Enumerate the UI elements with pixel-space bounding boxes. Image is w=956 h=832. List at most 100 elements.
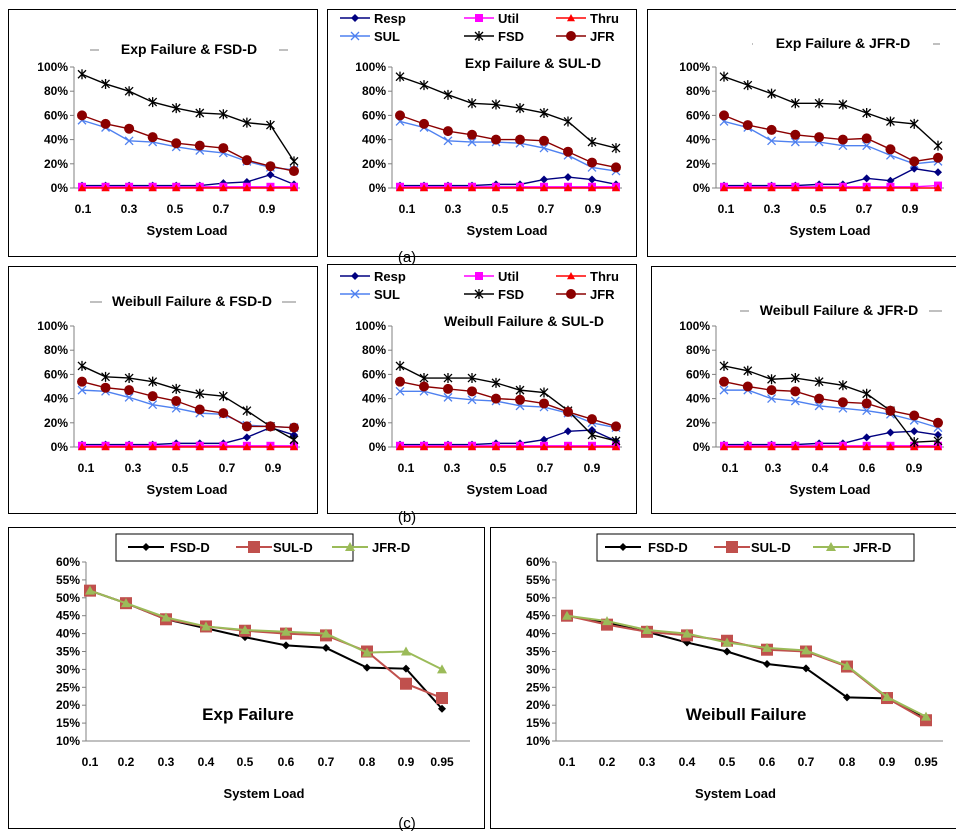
point-jfr-4 [171,138,182,149]
x-tick-label-0-3: 0.3 [125,461,142,475]
point-jfr-3 [790,386,801,397]
series-fsd [395,71,621,154]
point-thru-1 [743,184,752,192]
chart-frame [490,527,956,829]
series-line-fsd [723,365,939,443]
point-jfr-d-4 [240,625,250,635]
point-sul-2 [443,136,453,146]
series-line-jfr [399,114,617,169]
point-jfr-7 [241,421,252,432]
point-thru-2 [767,443,776,451]
point-sul-4 [814,401,824,411]
series-line-fsd [81,73,295,162]
chart-frame [327,264,637,514]
point-fsd-3 [467,98,477,109]
point-thru-5 [195,184,204,192]
series-jfr [395,110,621,173]
point-fsd-d-5 [282,641,290,650]
series-jfr [719,376,943,428]
point-jfr-d-4 [722,637,732,647]
point-resp-7 [564,427,572,436]
x-tick-label-0-7: 0.7 [798,755,815,769]
y-tick-label-60: 60% [362,367,386,381]
x-tick-label-0-1: 0.1 [559,755,576,769]
y-tick-label-40: 40% [362,392,386,406]
y-tick-label-55: 55% [526,573,550,587]
point-fsd-1 [743,365,753,376]
point-sul-2 [767,136,777,146]
point-jfr-0 [395,376,405,387]
point-jfr-4 [814,393,825,404]
point-jfr-4 [814,132,825,143]
title-backdrop [430,53,620,73]
point-jfr-0 [719,376,729,387]
point-thru-3 [468,184,476,192]
point-sul-d-8 [400,677,412,690]
point-jfr-d-6 [801,645,811,655]
y-tick-label-45: 45% [526,609,550,623]
point-sul-d-9 [436,692,448,705]
x-tick-label-0-2: 0.2 [599,755,616,769]
point-jfr-8 [909,410,920,421]
y-tick-label-100: 100% [355,319,386,333]
point-fsd-2 [124,86,134,97]
y-tick-label-20: 20% [362,157,386,171]
point-fsd-7 [242,405,252,416]
point-thru-1 [743,443,752,451]
point-jfr-8 [587,414,597,425]
point-fsd-6 [218,391,228,402]
y-tick-label-10: 10% [56,734,80,748]
point-sul-3 [148,400,158,410]
point-fsd-0 [395,360,405,371]
legend-label-sul-d: SUL-D [273,540,313,555]
x-tick-label-0-5: 0.5 [492,202,509,216]
legend-label-util: Util [498,269,519,284]
point-jfr-1 [742,381,753,392]
x-tick-label-0-9: 0.9 [585,202,602,216]
point-jfr-2 [443,126,453,137]
point-jfr-8 [265,161,276,172]
series-line-fsd [81,365,295,441]
point-jfr-9 [289,422,299,433]
legend-marker-fsd-d [142,543,150,551]
point-fsd-9 [289,156,299,167]
x-tick-label-0-9: 0.9 [398,755,415,769]
y-tick-label-80: 80% [686,343,710,357]
point-jfr-d-0 [562,610,572,620]
point-thru-9 [290,443,298,451]
series-line-jfr [81,114,295,172]
point-fsd-d-5 [763,660,771,669]
point-sul-6 [539,143,549,153]
y-tick-label-40: 40% [56,627,80,641]
y-tick-label-100: 100% [679,60,710,74]
point-jfr-7 [885,144,896,155]
series-fsd [719,71,943,151]
x-tick-label-0-3: 0.3 [639,755,656,769]
x-tick-label-0-95: 0.95 [914,755,938,769]
point-jfr-d-0 [85,585,95,595]
point-fsd-8 [265,120,275,131]
x-tick-label-0-6: 0.6 [759,755,776,769]
y-tick-label-60: 60% [526,555,550,569]
point-fsd-5 [515,103,525,114]
point-jfr-6 [218,143,229,154]
x-tick-label-0-7: 0.7 [538,202,555,216]
point-resp-7 [242,433,251,442]
point-jfr-2 [766,124,777,135]
point-sul-4 [171,403,181,413]
point-thru-4 [815,184,824,192]
point-fsd-2 [767,88,777,99]
point-thru-7 [886,184,895,192]
legend-label-util: Util [498,11,519,26]
point-thru-4 [172,443,181,451]
point-fsd-4 [491,99,501,110]
point-fsd-d-4 [723,647,731,656]
point-resp-8 [588,175,596,184]
y-tick-label-40: 40% [44,392,68,406]
x-tick-label-0-5: 0.5 [167,202,184,216]
x-tick-label-0-9: 0.9 [902,202,919,216]
point-sul-2 [767,394,777,404]
point-fsd-8 [909,437,919,448]
chart-title: Exp Failure & JFR-D [776,35,911,51]
point-fsd-3 [790,98,800,109]
